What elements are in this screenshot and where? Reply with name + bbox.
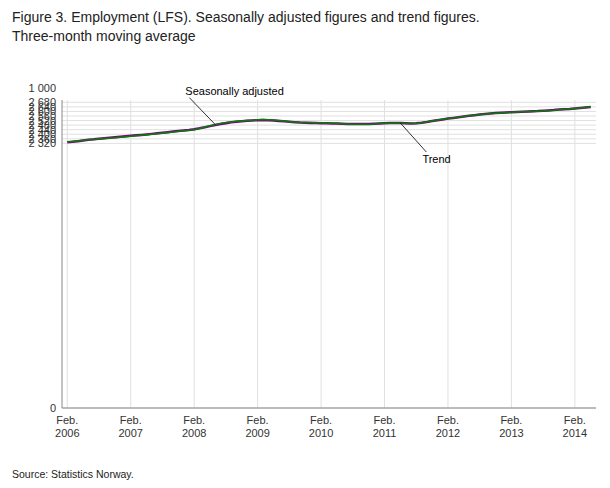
x-tick-label: Feb.2008 (182, 414, 206, 439)
text-line: Feb. (500, 414, 522, 426)
grid-line (67, 100, 68, 408)
text-line: 2010 (309, 427, 333, 439)
grid-line (62, 125, 596, 126)
grid-line (257, 100, 258, 408)
text-line: 2006 (55, 427, 79, 439)
x-tick-label: Feb.2014 (563, 414, 587, 439)
x-axis-line (62, 408, 596, 409)
grid-line (62, 138, 596, 139)
grid-line (321, 100, 322, 408)
text-line: Feb. (183, 414, 205, 426)
annotation-line (400, 123, 426, 152)
x-tick-label: Feb.2011 (373, 414, 397, 439)
grid-line (447, 100, 448, 408)
annotation: Trend (422, 153, 450, 165)
grid-line (62, 143, 596, 144)
chart: Figure 3. Employment (LFS). Seasonally a… (0, 0, 610, 488)
text-line: Feb. (310, 414, 332, 426)
annotation-line (189, 98, 215, 125)
text-line: 2009 (245, 427, 269, 439)
x-tick-label: Feb.2013 (499, 414, 523, 439)
x-tick-label: Feb.2012 (436, 414, 460, 439)
x-tick-label: Feb.2006 (55, 414, 79, 439)
text-line: Figure 3. Employment (LFS). Seasonally a… (12, 9, 480, 25)
grid-line (574, 100, 575, 408)
grid-line (62, 120, 596, 121)
grid-line (62, 129, 596, 130)
y-tick-label: 0 (50, 402, 56, 414)
grid-line (194, 100, 195, 408)
x-tick-label: Feb.2007 (118, 414, 142, 439)
grid-line (130, 100, 131, 408)
text-line: 2011 (373, 427, 397, 439)
text-line: Feb. (247, 414, 269, 426)
title: Figure 3. Employment (LFS). Seasonally a… (12, 9, 480, 44)
text-line: Feb. (437, 414, 459, 426)
grid-line (511, 100, 512, 408)
grid (62, 100, 596, 408)
series-line (67, 107, 590, 142)
text-line: 2013 (499, 427, 523, 439)
text-line: Feb. (120, 414, 142, 426)
y-axis-label: 1 000 (28, 82, 56, 94)
series-line (67, 107, 590, 142)
grid-line (62, 106, 596, 107)
text-line: Three-month moving average (12, 28, 196, 44)
grid-line (62, 102, 596, 103)
lines (67, 107, 590, 142)
text-line: 2014 (563, 427, 587, 439)
x-tick-label: Feb.2009 (245, 414, 269, 439)
grid-line (62, 408, 596, 409)
text-line: Feb. (56, 414, 78, 426)
text-line: 2008 (182, 427, 206, 439)
grid-line (62, 115, 596, 116)
annotation: Seasonally adjusted (185, 85, 283, 97)
y-tick-label: 2 680 (28, 96, 56, 108)
source: Source: Statistics Norway. (12, 468, 134, 480)
grid-line (384, 100, 385, 408)
y-axis-line (62, 100, 63, 408)
text-line: Feb. (374, 414, 396, 426)
background (0, 0, 610, 488)
x-tick-label: Feb.2010 (309, 414, 333, 439)
text-line: 2012 (436, 427, 460, 439)
text-line: Feb. (564, 414, 586, 426)
text-line: 2007 (118, 427, 142, 439)
